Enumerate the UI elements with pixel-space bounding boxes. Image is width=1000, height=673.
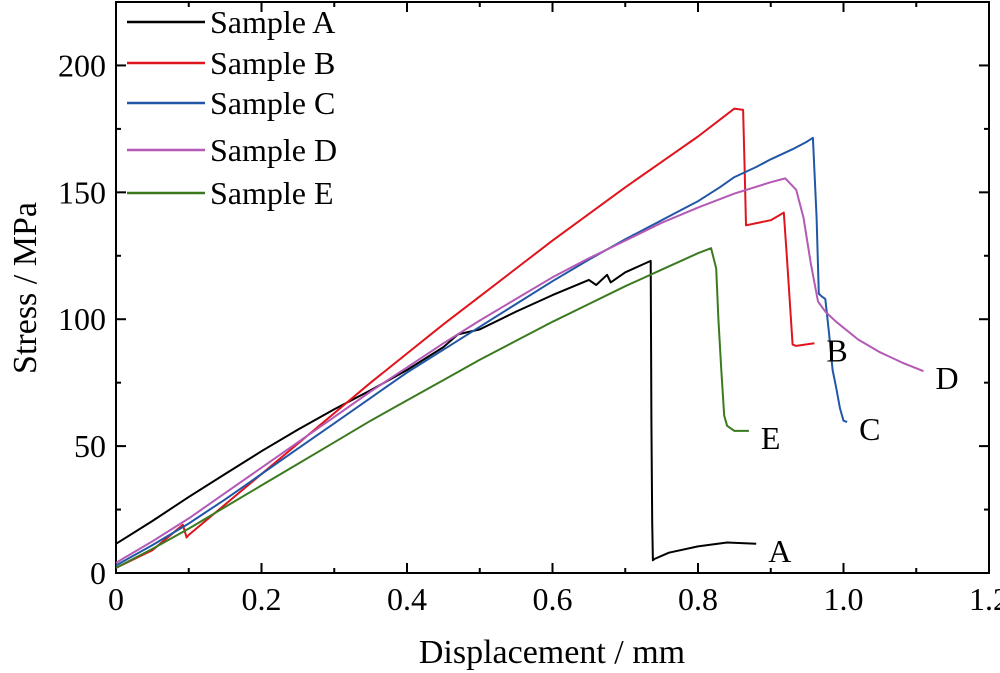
series-line-d [115, 177, 924, 564]
legend-label-c: Sample C [210, 85, 335, 121]
y-axis-title: Stress / MPa [7, 202, 44, 374]
legend-label-b: Sample B [210, 45, 335, 81]
x-tick-label: 1.2 [969, 581, 1000, 617]
x-tick-label: 1.0 [824, 581, 864, 617]
legend: Sample A Sample B Sample C Sample D Sample E [127, 4, 337, 211]
y-tick-label: 100 [58, 301, 106, 337]
end-label-c: C [859, 411, 880, 447]
end-label-a: A [768, 533, 791, 569]
end-label-e: E [761, 420, 781, 456]
x-tick-label: 0.8 [678, 581, 718, 617]
y-tick-label: 150 [58, 174, 106, 210]
y-tick-label: 200 [58, 47, 106, 83]
series-line-e [115, 247, 749, 569]
y-tick-label: 50 [74, 428, 106, 464]
legend-label-e: Sample E [210, 175, 334, 211]
x-tick-label: 0.6 [533, 581, 573, 617]
end-label-b: B [826, 332, 847, 368]
x-tick-label: 0.2 [242, 581, 282, 617]
legend-label-a: Sample A [210, 4, 335, 40]
axis-ticks: 0 0.2 0.4 0.6 0.8 1.0 1.2 0 50 100 150 200 [58, 2, 1000, 617]
x-axis-title: Displacement / mm [419, 634, 685, 671]
end-label-d: D [936, 360, 959, 396]
series-line-a [115, 259, 757, 562]
x-tick-label: 0 [108, 581, 124, 617]
series-layer [115, 107, 924, 569]
x-tick-label: 0.4 [387, 581, 427, 617]
y-tick-label: 0 [90, 555, 106, 591]
series-end-labels: A B C D E [761, 332, 959, 568]
legend-label-d: Sample D [210, 132, 337, 168]
series-line-c [115, 136, 848, 567]
